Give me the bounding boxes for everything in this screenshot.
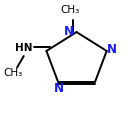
Text: HN: HN [15,43,32,53]
Text: CH₃: CH₃ [4,67,23,77]
Text: N: N [54,82,64,94]
Text: N: N [64,25,74,38]
Text: CH₃: CH₃ [60,5,80,15]
Text: N: N [107,43,117,56]
